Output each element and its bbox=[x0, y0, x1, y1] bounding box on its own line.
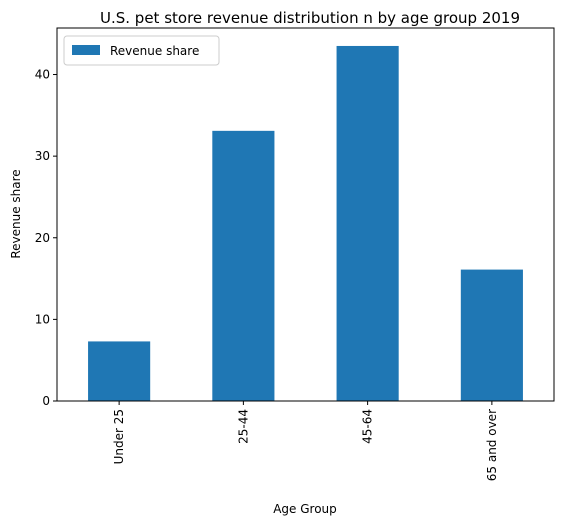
x-axis-label: Age Group bbox=[273, 502, 337, 516]
y-axis-label: Revenue share bbox=[9, 169, 23, 258]
y-tick-label: 40 bbox=[35, 68, 50, 82]
legend-swatch bbox=[72, 45, 100, 55]
x-axis-ticks: Under 25 25-44 45-64 65 and over bbox=[112, 401, 499, 481]
bar bbox=[336, 45, 399, 402]
legend-label: Revenue share bbox=[110, 44, 199, 58]
legend: Revenue share bbox=[63, 35, 220, 66]
bar bbox=[88, 341, 151, 401]
x-tick-label: 65 and over bbox=[485, 409, 499, 481]
y-tick-label: 10 bbox=[35, 312, 50, 326]
legend-frame bbox=[63, 35, 220, 66]
y-tick-label: 0 bbox=[42, 394, 50, 408]
chart-title: U.S. pet store revenue distribution n by… bbox=[100, 9, 520, 27]
y-tick-label: 30 bbox=[35, 149, 50, 163]
y-axis-ticks: 0 10 20 30 40 bbox=[35, 68, 57, 408]
x-tick-label: Under 25 bbox=[112, 409, 126, 464]
bar bbox=[212, 130, 275, 401]
y-tick-label: 20 bbox=[35, 231, 50, 245]
x-tick-label: 45-64 bbox=[361, 409, 375, 444]
plot-frame bbox=[56, 27, 555, 402]
bar bbox=[460, 269, 523, 401]
x-tick-label: 25-44 bbox=[236, 409, 250, 444]
bars-layer bbox=[88, 45, 523, 402]
